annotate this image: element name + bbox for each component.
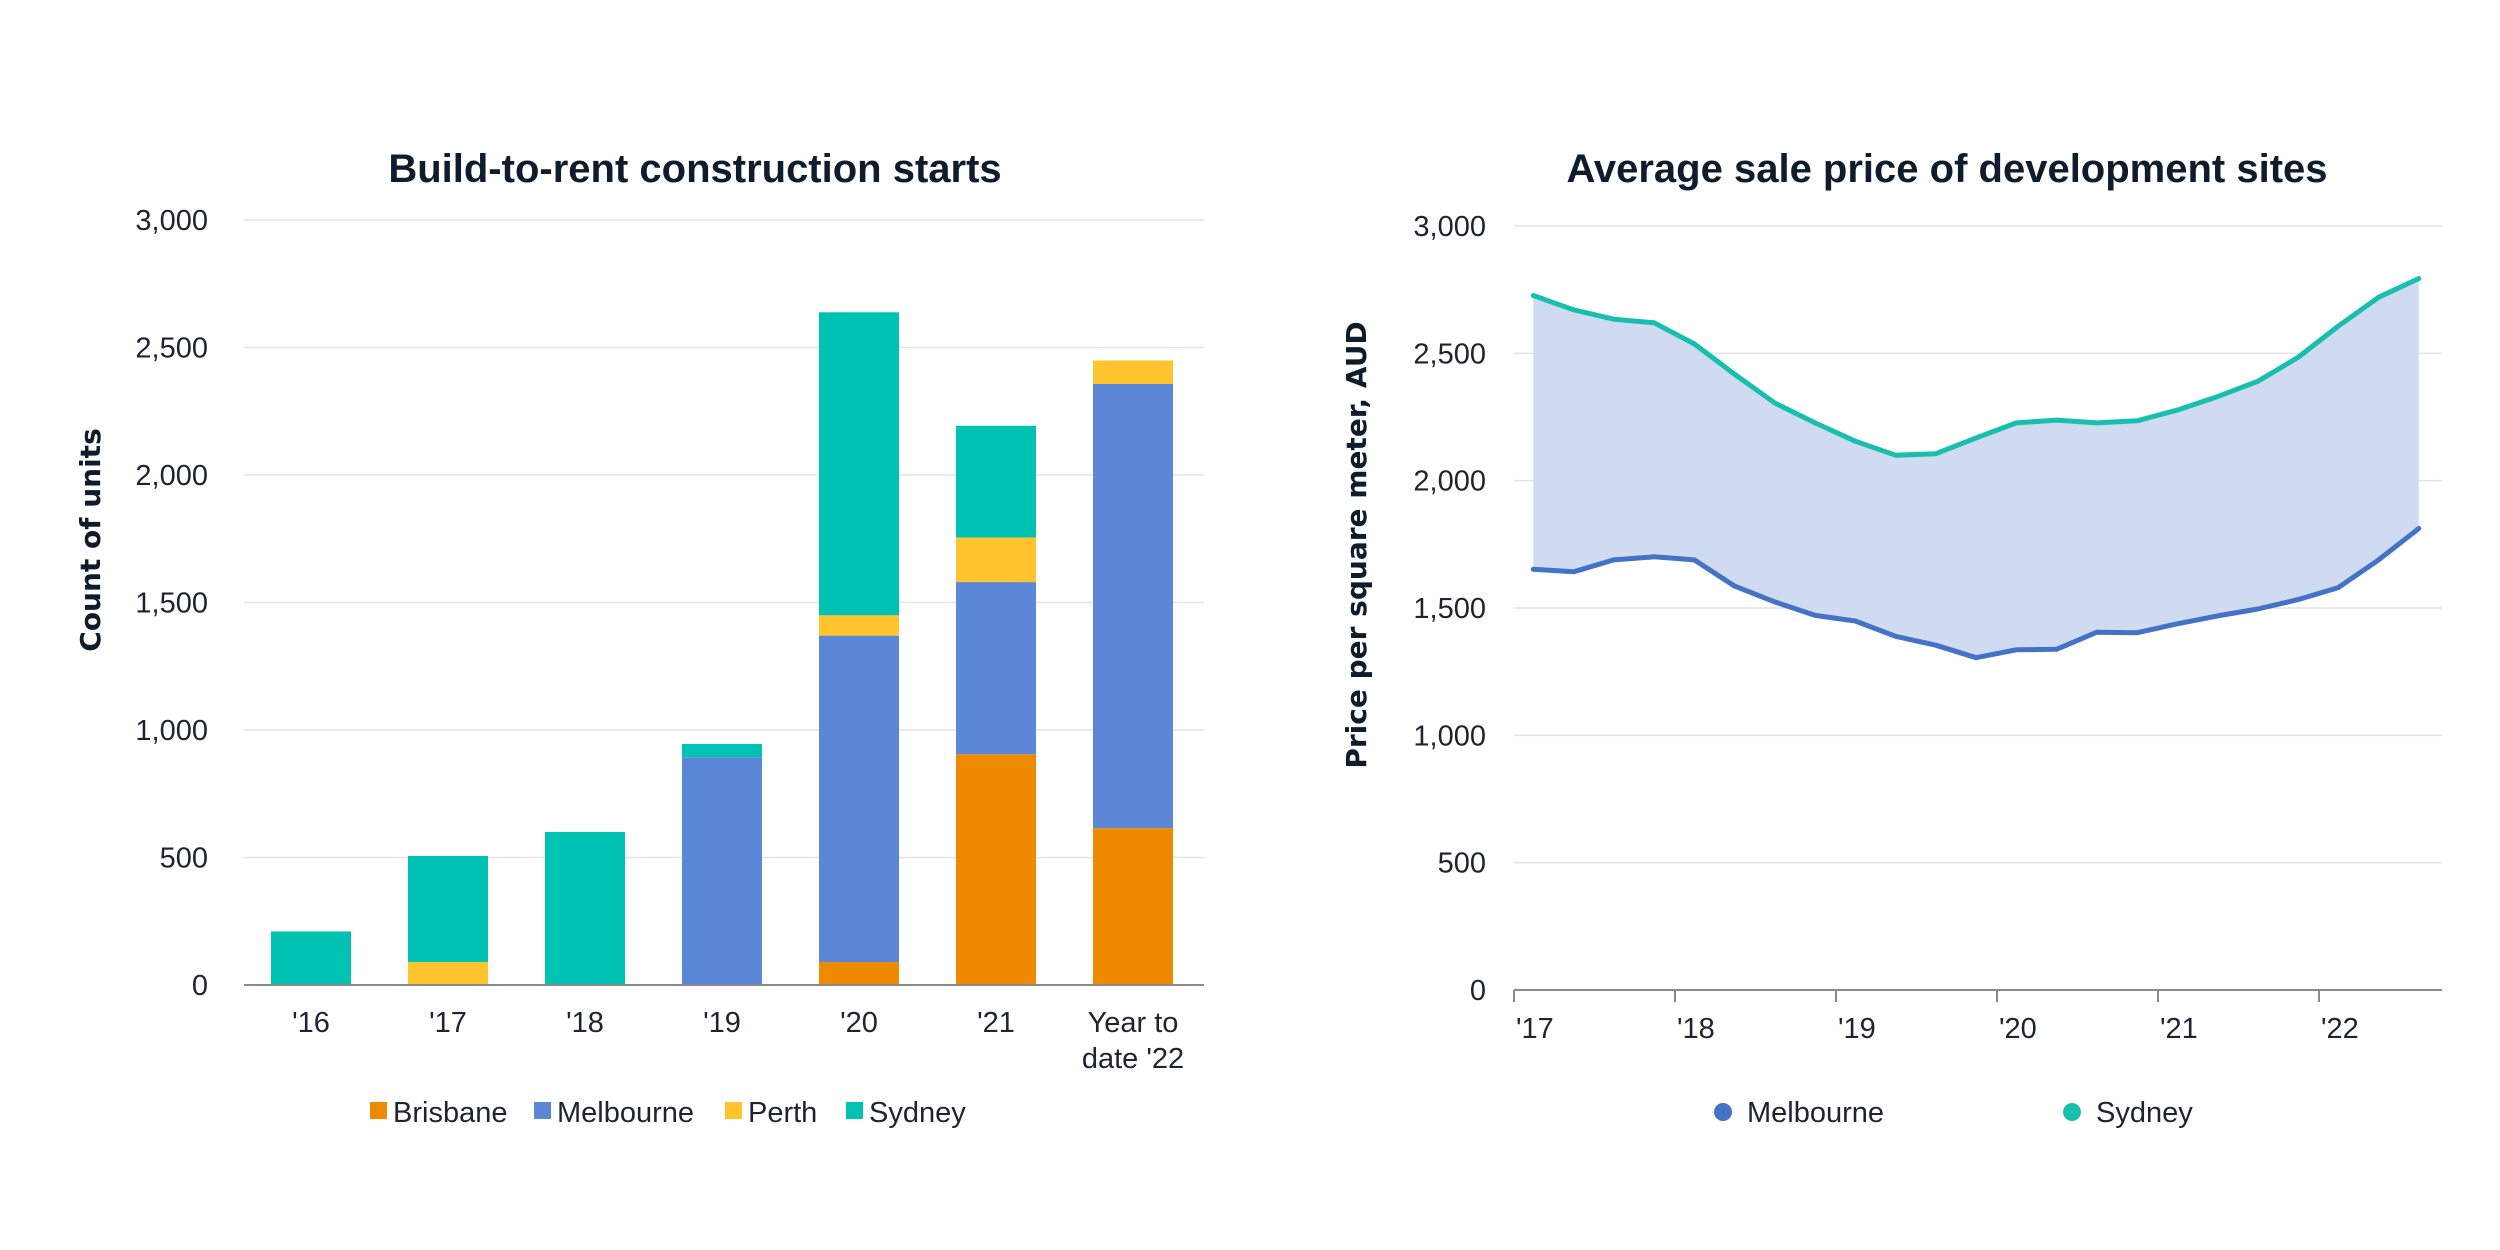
y-axis-label: Count of units [74, 428, 107, 651]
bar-segment-sydney [408, 855, 488, 963]
x-tick-label: '16 [292, 1007, 330, 1039]
bar-segment-perth [956, 537, 1036, 583]
y-tick-label: 500 [1438, 848, 1486, 880]
y-tick-label: 0 [192, 970, 208, 1002]
y-tick-label: 0 [1470, 975, 1486, 1007]
legend-label: Melbourne [557, 1097, 694, 1129]
legend: Melbourne Sydney [1714, 1097, 2193, 1129]
x-tick-label: '21 [2160, 1013, 2198, 1045]
bar-segment-melbourne [819, 635, 899, 963]
y-tick-label: 500 [160, 843, 208, 875]
legend-label: Brisbane [393, 1097, 507, 1129]
y-axis-label: Price per square meter, AUD [1340, 321, 1373, 768]
x-tick-label: date '22 [1082, 1043, 1184, 1075]
x-tick-label: '19 [1838, 1013, 1876, 1045]
legend-label: Sydney [869, 1097, 966, 1129]
series-lines [1530, 276, 2422, 661]
x-tick-label: '20 [1999, 1013, 2037, 1045]
legend-swatch-perth [725, 1102, 742, 1119]
y-tick-label: 1,500 [1413, 593, 1486, 625]
x-tick-label: '17 [429, 1007, 467, 1039]
chart-title: Build-to-rent construction starts [388, 147, 1001, 191]
x-tick-label: '19 [703, 1007, 741, 1039]
y-tick-label: 1,500 [135, 588, 208, 620]
legend-swatch-brisbane [370, 1102, 387, 1119]
bar-segment-melbourne [1093, 383, 1173, 829]
legend-swatch-melbourne [534, 1102, 551, 1119]
bar-segment-sydney [545, 832, 625, 985]
y-tick-label: 2,000 [1413, 466, 1486, 498]
bar-segment-perth [408, 962, 488, 985]
legend-label: Sydney [2096, 1097, 2193, 1129]
legend-swatch-sydney [846, 1102, 863, 1119]
x-tick-label: '20 [840, 1007, 878, 1039]
legend-label: Perth [748, 1097, 817, 1129]
bar-segment-melbourne [956, 582, 1036, 755]
bar-segment-brisbane [956, 754, 1036, 985]
gridlines [244, 219, 1204, 859]
y-tick-label: 1,000 [1413, 720, 1486, 752]
bar-segment-sydney [956, 425, 1036, 538]
x-tick-label: '18 [1677, 1013, 1715, 1045]
y-tick-label: 3,000 [1413, 211, 1486, 243]
chart-title: Average sale price of development sites [1566, 147, 2327, 191]
x-tick-labels: '16 '17 '18 '19 '20 '21 Year to date '22 [292, 1007, 1184, 1075]
y-tick-label: 1,000 [135, 715, 208, 747]
x-tick-label: '18 [566, 1007, 604, 1039]
series-line-sydney [1530, 276, 2422, 458]
legend-dot-melbourne [1714, 1103, 1732, 1121]
bar-segment-perth [1093, 360, 1173, 384]
legend-label: Melbourne [1747, 1097, 1884, 1129]
sale-price-chart: Average sale price of development sites … [1340, 147, 2442, 1129]
y-tick-label: 2,500 [1413, 338, 1486, 370]
x-tick-label: '22 [2321, 1013, 2359, 1045]
bar-segment-sydney [682, 744, 762, 758]
bar-segment-melbourne [682, 757, 762, 985]
y-tick-label: 3,000 [135, 205, 208, 237]
y-tick-labels: 0 500 1,000 1,500 2,000 2,500 3,000 [1413, 211, 1486, 1007]
range-fill-area [1533, 278, 2419, 658]
bars [271, 312, 1173, 985]
bar-segment-sydney [271, 931, 351, 985]
legend-dot-sydney [2063, 1103, 2081, 1121]
series-line-melbourne [1530, 526, 2422, 661]
legend: Brisbane Melbourne Perth Sydney [370, 1097, 966, 1129]
y-tick-label: 2,500 [135, 333, 208, 365]
bar-segment-brisbane [1093, 828, 1173, 985]
y-tick-label: 2,000 [135, 460, 208, 492]
x-tick-label: Year to [1088, 1007, 1179, 1039]
bar-segment-sydney [819, 312, 899, 616]
x-tick-labels: '17 '18 '19 '20 '21 '22 [1513, 990, 2359, 1045]
x-tick-label: '21 [977, 1007, 1015, 1039]
bar-segment-brisbane [819, 962, 899, 985]
bar-segment-perth [819, 615, 899, 636]
y-tick-labels: 0 500 1,000 1,500 2,000 2,500 3,000 [135, 205, 208, 1002]
x-tick-label: '17 [1516, 1013, 1554, 1045]
build-to-rent-chart: Build-to-rent construction starts Count … [74, 147, 1204, 1129]
